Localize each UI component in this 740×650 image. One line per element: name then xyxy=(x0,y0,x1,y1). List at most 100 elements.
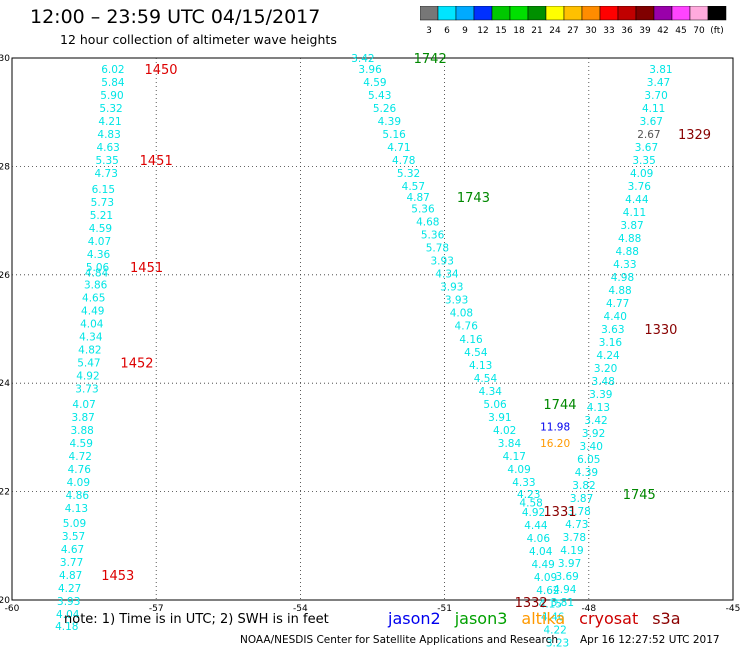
swh-value-label: 4.23 xyxy=(517,489,540,501)
swh-value-label: 5.43 xyxy=(368,90,391,102)
swh-value-label: 4.73 xyxy=(95,168,118,180)
swh-value-label: 4.87 xyxy=(406,192,429,204)
swh-value-label: 4.54 xyxy=(464,347,488,359)
swh-value-label: 3.63 xyxy=(601,324,624,336)
legend-entry: jason3 xyxy=(454,609,508,628)
swh-value-label: 4.17 xyxy=(503,451,526,463)
pass-number-label: 1329 xyxy=(678,128,711,143)
swh-value-label: 4.16 xyxy=(459,334,483,346)
legend-entry: s3a xyxy=(652,609,681,628)
legend-entry: jason2 xyxy=(388,609,441,628)
swh-value-label: 4.49 xyxy=(81,306,104,318)
x-tick-label: -45 xyxy=(726,604,740,614)
swh-value-label: 4.58 xyxy=(519,497,542,509)
y-tick-label: 28 xyxy=(0,162,10,172)
colorbar-label: 30 xyxy=(585,26,597,36)
pass-number-label: 1453 xyxy=(101,569,134,584)
swh-value-label: 4.59 xyxy=(89,223,112,235)
swh-value-label: 4.73 xyxy=(565,519,588,531)
swh-value-label: 3.93 xyxy=(57,596,80,608)
swh-value-label: 5.16 xyxy=(382,129,406,141)
swh-value-label: 4.36 xyxy=(87,249,111,261)
swh-value-label: 3.87 xyxy=(71,412,94,424)
swh-value-label: 3.70 xyxy=(644,90,667,102)
swh-value-label: 3.91 xyxy=(488,412,511,424)
swh-value-label: 4.49 xyxy=(531,559,554,571)
swh-value-label: 3.67 xyxy=(635,142,658,154)
swh-value-label: 4.09 xyxy=(67,477,90,489)
swh-value-label: 3.87 xyxy=(620,220,643,232)
swh-value-label: 4.59 xyxy=(363,77,386,89)
swh-value-label: 4.22 xyxy=(543,624,566,636)
swh-value-label: 3.81 xyxy=(551,597,574,609)
colorbar-label: 33 xyxy=(603,26,614,36)
swh-value-label: 2.67 xyxy=(637,129,660,141)
x-tick-label: -48 xyxy=(581,604,596,614)
swh-value-label: 4.44 xyxy=(524,520,548,532)
swh-value-label: 6.15 xyxy=(92,184,115,196)
colorbar: 3 6 9 12 15 18 21 24 27 30 33 36 39 42 45 70 (ft) xyxy=(420,6,727,36)
swh-value-label: 3.47 xyxy=(647,77,670,89)
colorbar-label: 45 xyxy=(675,26,686,36)
swh-value-label: 4.34 xyxy=(479,386,503,398)
legend-entry: cryosat xyxy=(579,609,639,628)
swh-value-label: 4.02 xyxy=(493,425,516,437)
swh-value-label: 4.82 xyxy=(78,345,101,357)
swh-value-label: 4.94 xyxy=(553,584,577,596)
colorbar-label: 24 xyxy=(549,26,561,36)
swh-value-label: 4.39 xyxy=(575,467,598,479)
swh-value-label: 5.84 xyxy=(101,77,125,89)
swh-value-label: 4.54 xyxy=(474,373,498,385)
colorbar-label: 12 xyxy=(477,26,488,36)
y-tick-label: 20 xyxy=(0,596,10,606)
swh-value-label: 4.86 xyxy=(66,490,90,502)
swh-value-label: 5.73 xyxy=(91,197,114,209)
swh-value-label: 4.57 xyxy=(402,181,425,193)
page-subtitle: 12 hour collection of altimeter wave hei… xyxy=(60,32,337,47)
swh-value-label: 3.40 xyxy=(580,441,603,453)
y-tick-label: 24 xyxy=(0,379,10,389)
swh-value-label: 3.92 xyxy=(582,428,605,440)
colorbar-label: 42 xyxy=(657,26,668,36)
swh-value-label: 3.42 xyxy=(351,53,374,65)
swh-value-label: 4.63 xyxy=(96,142,119,154)
swh-value-label: 4.33 xyxy=(512,477,535,489)
swh-value-label: 4.87 xyxy=(59,570,82,582)
swh-value-label: 3.23 xyxy=(546,637,569,649)
swh-value-label: 4.34 xyxy=(79,332,103,344)
swh-value-label: 4.19 xyxy=(560,545,583,557)
swh-value-label: 4.83 xyxy=(97,129,120,141)
swh-value-label: 3.76 xyxy=(628,181,652,193)
swh-value-label: 4.09 xyxy=(534,572,557,584)
swh-value-label: 4.72 xyxy=(69,451,92,463)
y-tick-label: 26 xyxy=(0,271,10,281)
swh-value-label: 4.76 xyxy=(455,321,479,333)
swh-value-label: 4.40 xyxy=(604,311,627,323)
swh-value-label: 4.15 xyxy=(539,598,562,610)
pass-number-label: 1451 xyxy=(140,154,173,169)
swh-value-label: 4.13 xyxy=(65,503,88,515)
page-title: 12:00 – 23:59 UTC 04/15/2017 xyxy=(30,6,321,28)
swh-value-label: 3.93 xyxy=(445,295,468,307)
swh-value-label: 4.13 xyxy=(587,402,610,414)
swh-value-label: 5.06 xyxy=(86,262,110,274)
colorbar-label: 3 xyxy=(426,26,432,36)
footer-note: note: 1) Time is in UTC; 2) SWH is in fe… xyxy=(64,612,329,627)
swh-value-label: 4.77 xyxy=(606,298,629,310)
y-tick-label: 30 xyxy=(0,54,10,64)
swh-value-label: 3.84 xyxy=(498,438,522,450)
swh-value-label: 4.88 xyxy=(618,233,641,245)
pass-number-label: 1452 xyxy=(120,357,153,372)
colorbar-label: (ft) xyxy=(710,26,724,36)
swh-value-label: 5.32 xyxy=(397,168,420,180)
swh-value-label: 4.88 xyxy=(616,246,639,258)
swh-value-label: 3.87 xyxy=(570,493,593,505)
swh-value-label: 5.26 xyxy=(373,103,397,115)
swh-value-label: 3.67 xyxy=(640,116,663,128)
swh-value-label: 4.92 xyxy=(76,371,99,383)
swh-value-label: 4.62 xyxy=(536,585,559,597)
swh-value-label: 4.78 xyxy=(392,155,415,167)
swh-value-label: 4.04 xyxy=(529,546,553,558)
y-tick-label: 22 xyxy=(0,488,10,498)
swh-value-label: 4.18 xyxy=(55,621,78,633)
